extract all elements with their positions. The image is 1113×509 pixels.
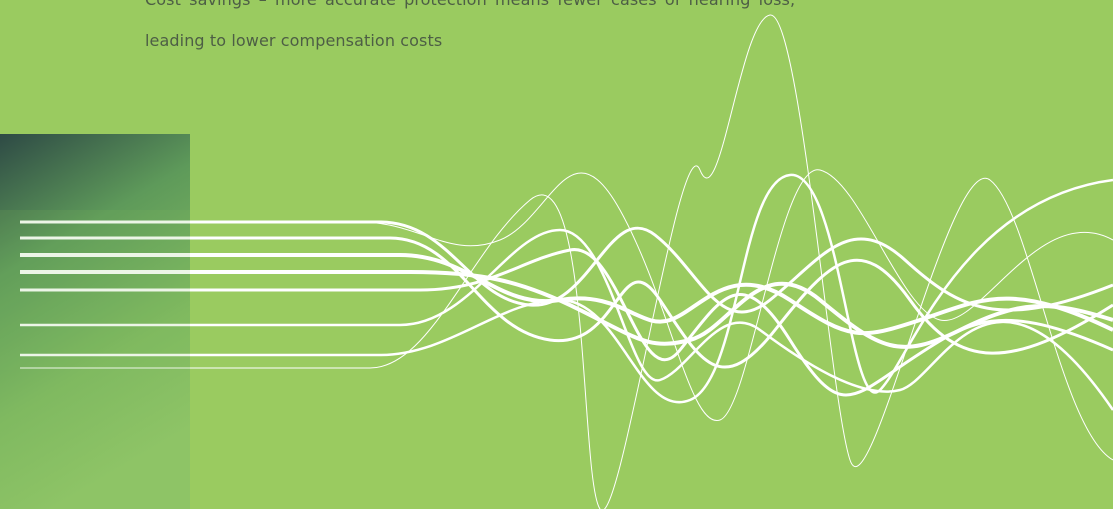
paragraph-line: leading to lower compensation costs xyxy=(145,31,442,50)
wave-artwork xyxy=(0,0,1113,509)
page: Cost savings – more accurate protection … xyxy=(0,0,1113,509)
paragraph-line: Cost savings – more accurate protection … xyxy=(145,0,795,9)
